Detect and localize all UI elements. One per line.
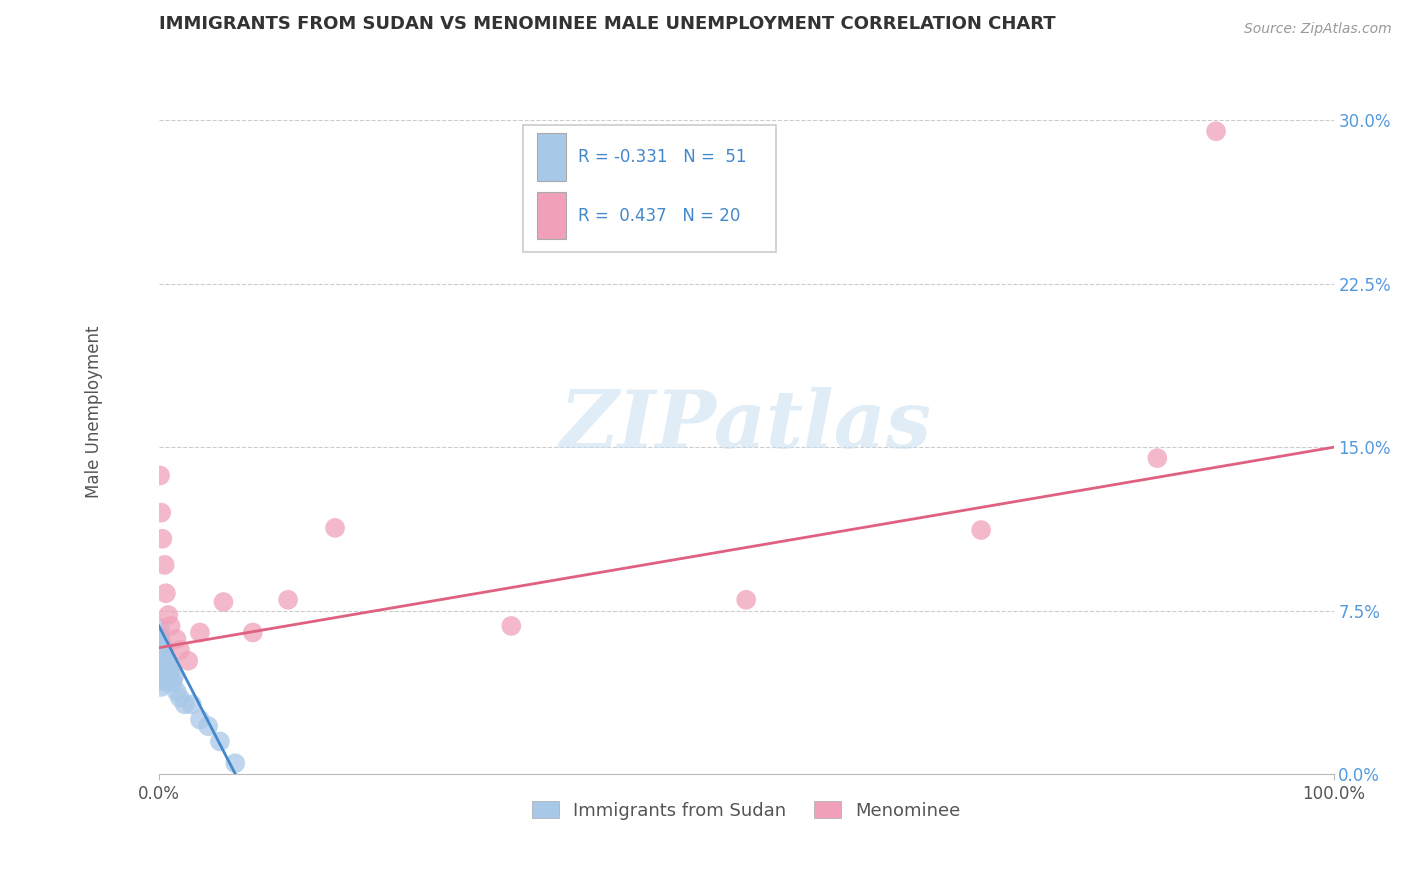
FancyBboxPatch shape xyxy=(537,192,567,239)
Point xyxy=(150,671,173,685)
Point xyxy=(162,675,184,690)
Point xyxy=(150,680,173,694)
Point xyxy=(150,656,173,670)
Point xyxy=(188,625,211,640)
Point xyxy=(156,665,179,679)
Point xyxy=(150,658,173,673)
Point xyxy=(149,660,172,674)
Point xyxy=(149,651,172,665)
Point xyxy=(180,698,202,712)
Point xyxy=(152,666,174,681)
Text: IMMIGRANTS FROM SUDAN VS MENOMINEE MALE UNEMPLOYMENT CORRELATION CHART: IMMIGRANTS FROM SUDAN VS MENOMINEE MALE … xyxy=(159,15,1056,33)
Point xyxy=(152,660,174,674)
Point xyxy=(735,592,758,607)
Point xyxy=(159,656,181,670)
Point xyxy=(970,523,993,537)
Point xyxy=(157,671,180,685)
Legend: Immigrants from Sudan, Menominee: Immigrants from Sudan, Menominee xyxy=(524,794,967,827)
Point xyxy=(153,656,176,670)
Point xyxy=(323,521,346,535)
FancyBboxPatch shape xyxy=(523,125,776,252)
Point xyxy=(149,647,172,661)
Point xyxy=(153,666,176,681)
Point xyxy=(188,713,211,727)
Point xyxy=(150,654,173,668)
Point xyxy=(159,665,181,679)
Point xyxy=(148,649,170,664)
Point xyxy=(157,663,180,677)
Point xyxy=(150,647,173,661)
Point xyxy=(157,608,180,623)
Point xyxy=(169,643,191,657)
Point xyxy=(166,632,188,646)
Point xyxy=(1205,124,1227,138)
Point xyxy=(159,669,181,683)
FancyBboxPatch shape xyxy=(537,133,567,180)
Point xyxy=(149,621,172,635)
Point xyxy=(169,690,191,705)
Point xyxy=(166,684,188,698)
Point xyxy=(150,663,173,677)
Point xyxy=(197,719,219,733)
Point xyxy=(153,558,176,572)
Point xyxy=(152,651,174,665)
Point xyxy=(1146,451,1168,466)
Point xyxy=(224,756,246,771)
Point xyxy=(173,698,195,712)
Text: ZIPatlas: ZIPatlas xyxy=(560,387,932,465)
Point xyxy=(155,586,177,600)
Point xyxy=(242,625,264,640)
Point xyxy=(156,654,179,668)
Text: R = -0.331   N =  51: R = -0.331 N = 51 xyxy=(578,148,747,166)
Point xyxy=(149,640,172,655)
Point xyxy=(150,673,173,688)
Point xyxy=(155,671,177,685)
Point xyxy=(150,665,173,679)
Point xyxy=(148,632,170,646)
Point xyxy=(150,506,173,520)
Point xyxy=(156,675,179,690)
Point xyxy=(152,671,174,685)
Point xyxy=(155,660,177,674)
Point xyxy=(149,468,172,483)
Point xyxy=(149,643,172,657)
Point xyxy=(153,643,176,657)
Point xyxy=(277,592,299,607)
Point xyxy=(159,619,181,633)
Point xyxy=(501,619,523,633)
Text: R =  0.437   N = 20: R = 0.437 N = 20 xyxy=(578,207,741,225)
Point xyxy=(149,636,172,650)
Point xyxy=(177,654,200,668)
Point xyxy=(149,654,172,668)
Point xyxy=(150,639,173,653)
Point xyxy=(159,673,181,688)
Point xyxy=(148,656,170,670)
Point xyxy=(163,669,186,683)
Point xyxy=(150,532,173,546)
Point xyxy=(150,666,173,681)
Y-axis label: Male Unemployment: Male Unemployment xyxy=(86,325,103,498)
Text: Source: ZipAtlas.com: Source: ZipAtlas.com xyxy=(1244,22,1392,37)
Point xyxy=(212,595,235,609)
Point xyxy=(149,630,172,644)
Point xyxy=(208,734,231,748)
